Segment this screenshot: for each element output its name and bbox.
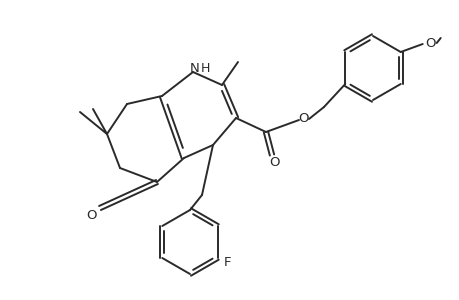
Text: O: O [298,112,308,124]
Text: F: F [224,256,231,269]
Text: N: N [190,61,200,74]
Text: H: H [200,61,209,74]
Text: O: O [425,37,435,50]
Text: O: O [87,209,97,223]
Text: O: O [269,157,280,169]
